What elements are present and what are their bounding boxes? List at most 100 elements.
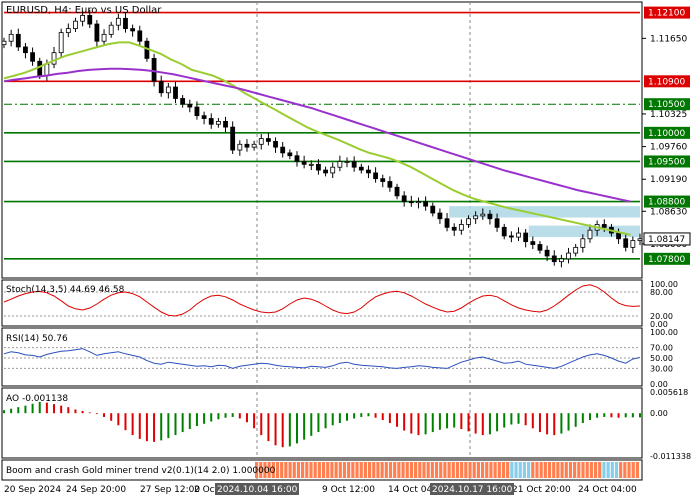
level-price-box [644, 6, 690, 19]
candle-body [15, 33, 21, 48]
trend-bar [292, 462, 296, 478]
trend-bar [259, 462, 263, 478]
time-highlight-box [215, 483, 299, 495]
rsi-axis-label: 100.00 [650, 328, 678, 337]
trend-bar [547, 462, 552, 478]
trend-bar [326, 462, 330, 478]
candle-body [280, 146, 286, 154]
stoch-title: Stoch(14,3,5) 44.69 46.58 [6, 285, 125, 295]
candle-body [173, 86, 178, 99]
trend-bar [359, 462, 363, 478]
trend-bar [472, 462, 476, 478]
candle-body [387, 181, 393, 188]
candle-body [30, 52, 35, 62]
candle-body [137, 30, 143, 42]
price-tick-label: 1.11650 [650, 34, 687, 44]
trend-bar [539, 462, 543, 478]
trend-bar [405, 462, 409, 478]
current-price-label: 1.08147 [648, 235, 685, 245]
trend-bar [397, 462, 401, 478]
ao-axis-label: 0.00 [650, 409, 668, 418]
candle-body [208, 118, 214, 125]
candle-body [258, 138, 264, 145]
candle-body [544, 249, 550, 257]
candle-body [23, 46, 28, 54]
price-tick-label: 1.09190 [650, 175, 687, 185]
trend-bar [434, 462, 439, 478]
level-price-label: 1.12100 [648, 9, 685, 19]
candle-body [244, 143, 250, 148]
candle-body [501, 226, 507, 237]
trend-bar [573, 462, 577, 478]
trend-bar [522, 462, 527, 478]
trend-bar [280, 462, 284, 478]
trend-bar [556, 462, 560, 478]
trend-bar [614, 462, 619, 478]
trend-bar [388, 462, 393, 478]
candle-body [351, 161, 357, 168]
demand-zone [449, 206, 640, 218]
time-tick-label: 20 Sep 2024 [4, 485, 61, 495]
stoch-panel[interactable] [1, 279, 643, 327]
time-tick-label: 14 Oct 04:00 [388, 485, 447, 495]
axis-layer: 1.116501.103251.097601.091901.086301.080… [4, 6, 691, 495]
candle-body [301, 161, 307, 165]
ema-slow-line [3, 67, 631, 203]
time-tick-label: 24 Sep 20:00 [66, 485, 126, 495]
stoch-axis-label: 100.00 [650, 280, 678, 289]
trend-bar [288, 462, 292, 478]
ao-panel[interactable] [1, 387, 643, 459]
candle-body [580, 238, 586, 248]
candle-body [251, 143, 257, 148]
candle-body [566, 252, 571, 260]
trend-bar [267, 462, 271, 478]
time-highlight-label: 2024.10.04 16:00 [217, 485, 298, 495]
candle-body [516, 232, 521, 238]
trend-bar [418, 462, 422, 478]
candle-body [380, 178, 386, 182]
trend-bar [585, 462, 589, 478]
candle-body [158, 80, 164, 94]
candle-body [201, 115, 207, 119]
trend-bar [606, 462, 610, 478]
trend-bar [439, 462, 443, 478]
candle-body [430, 205, 436, 214]
candle-body [630, 240, 636, 248]
trend-bar [568, 462, 573, 478]
trend-bar [313, 462, 317, 478]
trend-bar [347, 462, 351, 478]
candle-body [423, 201, 429, 207]
trend-bar [372, 462, 376, 478]
trend-bar [367, 462, 372, 478]
candle-body [616, 232, 621, 240]
candle-body [123, 17, 128, 30]
candle-body [394, 186, 400, 197]
rsi-axis-label: 50.00 [650, 354, 673, 363]
trend-bar [493, 462, 497, 478]
trend-bar [275, 462, 280, 478]
trend-bar [589, 462, 593, 478]
trend-bar [476, 462, 480, 478]
ao-title: AO -0.001138 [6, 394, 68, 404]
candle-body [523, 232, 529, 243]
time-tick-label: 24 Oct 04:00 [578, 485, 637, 495]
trend-bar [376, 462, 380, 478]
candle-body [51, 52, 57, 65]
trend-bar [330, 462, 334, 478]
trend-bar [317, 462, 321, 478]
candle-body [273, 141, 278, 148]
trend-bar [426, 462, 430, 478]
time-highlight-label: 2024.10.17 16:00 [432, 485, 513, 495]
trend-bar [552, 462, 556, 478]
candle-body [151, 58, 157, 82]
trend-bar [384, 462, 388, 478]
rsi-panel[interactable] [1, 327, 643, 387]
candle-body [358, 166, 364, 171]
level-price-box [644, 75, 690, 88]
stoch-line [3, 284, 641, 317]
candle-body [180, 98, 186, 105]
trend-bar [305, 462, 309, 478]
